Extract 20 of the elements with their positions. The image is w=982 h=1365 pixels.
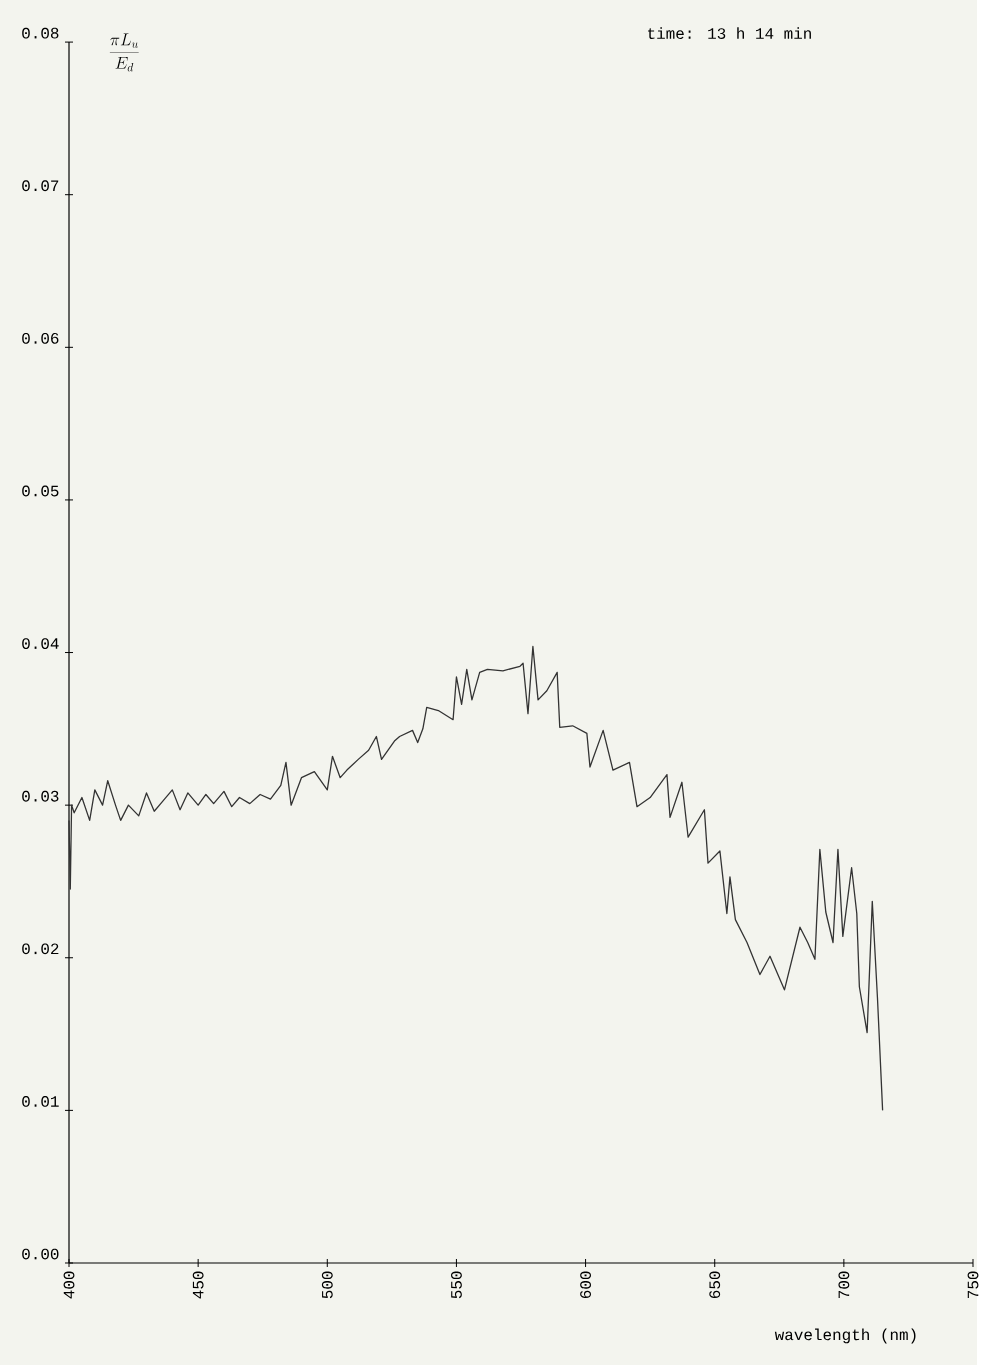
x-tick-label: 700	[838, 1271, 850, 1298]
y-tick-label: 0.05	[22, 485, 59, 497]
y-tick-label: 0.03	[22, 790, 59, 802]
x-tick-label: 750	[967, 1271, 979, 1298]
y-tick-label: 0.04	[22, 638, 59, 650]
text: time: 13 h 14 min	[648, 27, 812, 39]
x-tick-label: 450	[192, 1271, 204, 1299]
x-tick-label: 500	[322, 1271, 333, 1299]
y-tick-label: 0.08	[22, 27, 59, 39]
y-tick-label: 0.07	[22, 180, 59, 192]
y-tick-label: 0.00	[22, 1248, 59, 1260]
y-tick-label: 0.02	[22, 943, 59, 955]
y-axis-title: $\frac{\pi L_{u}}{E_{d}}$	[109, 33, 139, 72]
x-tick-label: 650	[709, 1271, 721, 1299]
x-tick-label: 400	[63, 1271, 75, 1299]
y-tick-label: 0.06	[22, 332, 59, 344]
x-tick-label: 550	[451, 1271, 462, 1299]
x-tick-label: 600	[580, 1271, 592, 1299]
y-tick-label: 0.01	[22, 1096, 59, 1107]
x-axis-title: wavelength (nm)	[774, 1328, 916, 1344]
